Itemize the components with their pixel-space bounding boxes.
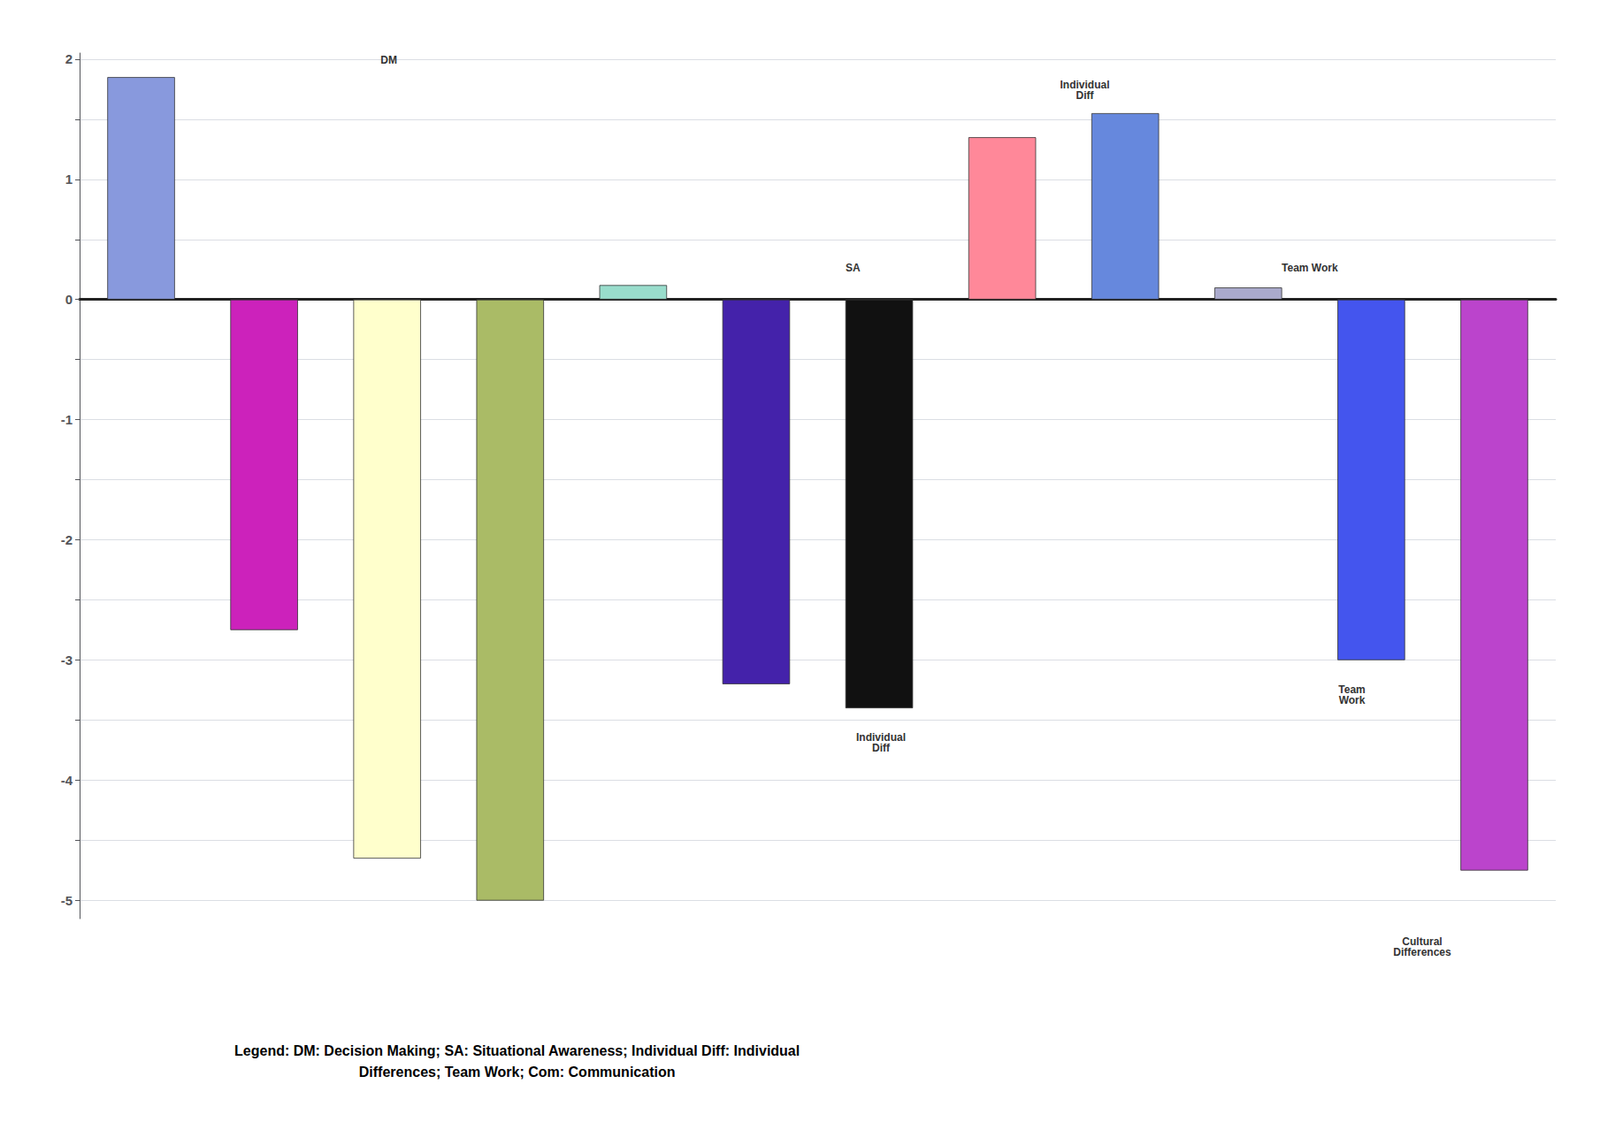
- svg-text:Diff: Diff: [872, 742, 891, 755]
- svg-text:Work: Work: [1339, 694, 1366, 707]
- svg-text:Diff: Diff: [1076, 89, 1095, 102]
- svg-text:Individual: Individual: [856, 731, 906, 745]
- svg-text:Individual: Individual: [1060, 79, 1110, 92]
- svg-text:DM: DM: [380, 53, 398, 67]
- svg-text:Legend: DM: Decision Making; S: Legend: DM: Decision Making; SA: Situati…: [234, 1043, 800, 1059]
- svg-text:Differences; Team Work; Com: C: Differences; Team Work; Com: Communicati…: [359, 1064, 676, 1080]
- svg-text:1: 1: [65, 171, 73, 187]
- svg-text:-2: -2: [61, 532, 73, 548]
- svg-text:Cultural: Cultural: [1402, 936, 1443, 949]
- svg-text:0: 0: [65, 291, 73, 307]
- svg-text:-4: -4: [61, 773, 74, 789]
- svg-text:Differences: Differences: [1393, 946, 1452, 959]
- svg-text:Team Work: Team Work: [1281, 261, 1339, 275]
- svg-text:-1: -1: [61, 412, 73, 428]
- svg-text:Team: Team: [1338, 683, 1366, 696]
- svg-text:SA: SA: [845, 261, 861, 275]
- svg-text:2: 2: [65, 51, 73, 67]
- svg-text:-3: -3: [61, 652, 73, 668]
- svg-text:-5: -5: [61, 893, 73, 909]
